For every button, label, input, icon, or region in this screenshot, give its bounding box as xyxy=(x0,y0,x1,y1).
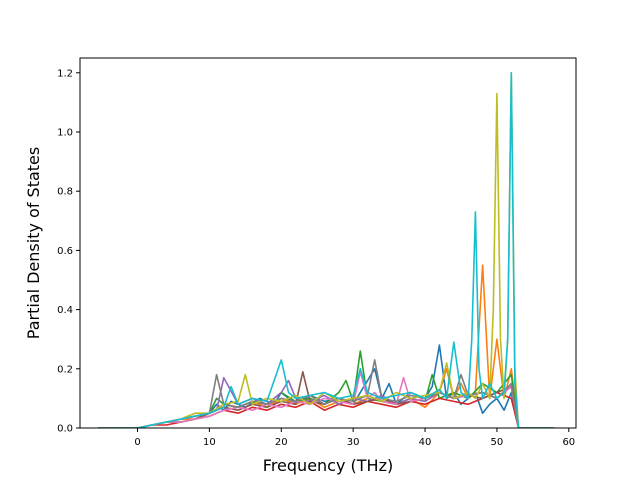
y-tick-label: 0.2 xyxy=(57,364,73,375)
y-tick-label: 0.4 xyxy=(57,305,73,316)
y-axis-label: Partial Density of States xyxy=(24,147,43,339)
x-tick-label: 20 xyxy=(275,437,288,448)
x-tick-label: 60 xyxy=(562,437,575,448)
x-tick-label: 10 xyxy=(203,437,216,448)
series-line-7 xyxy=(98,370,555,428)
x-tick-label: 40 xyxy=(419,437,432,448)
series-line-10 xyxy=(98,72,555,428)
plot-frame xyxy=(79,57,577,429)
x-tick-label: 0 xyxy=(134,437,140,448)
series-line-9 xyxy=(98,72,555,428)
x-axis: 0 10 20 30 40 50 60 xyxy=(134,428,575,448)
x-axis-label: Frequency (THz) xyxy=(263,456,393,475)
x-tick-label: 30 xyxy=(347,437,360,448)
y-tick-label: 0.0 xyxy=(57,424,73,435)
y-tick-label: 0.6 xyxy=(57,246,73,257)
y-tick-label: 1.2 xyxy=(57,68,73,79)
y-tick-label: 0.8 xyxy=(57,187,73,198)
series-line-1 xyxy=(98,344,555,428)
series-layer xyxy=(98,72,555,428)
y-tick-label: 1.0 xyxy=(57,128,73,139)
y-axis: 0.0 0.2 0.4 0.6 0.8 1.0 1.2 xyxy=(57,68,80,435)
x-tick-label: 50 xyxy=(491,437,504,448)
